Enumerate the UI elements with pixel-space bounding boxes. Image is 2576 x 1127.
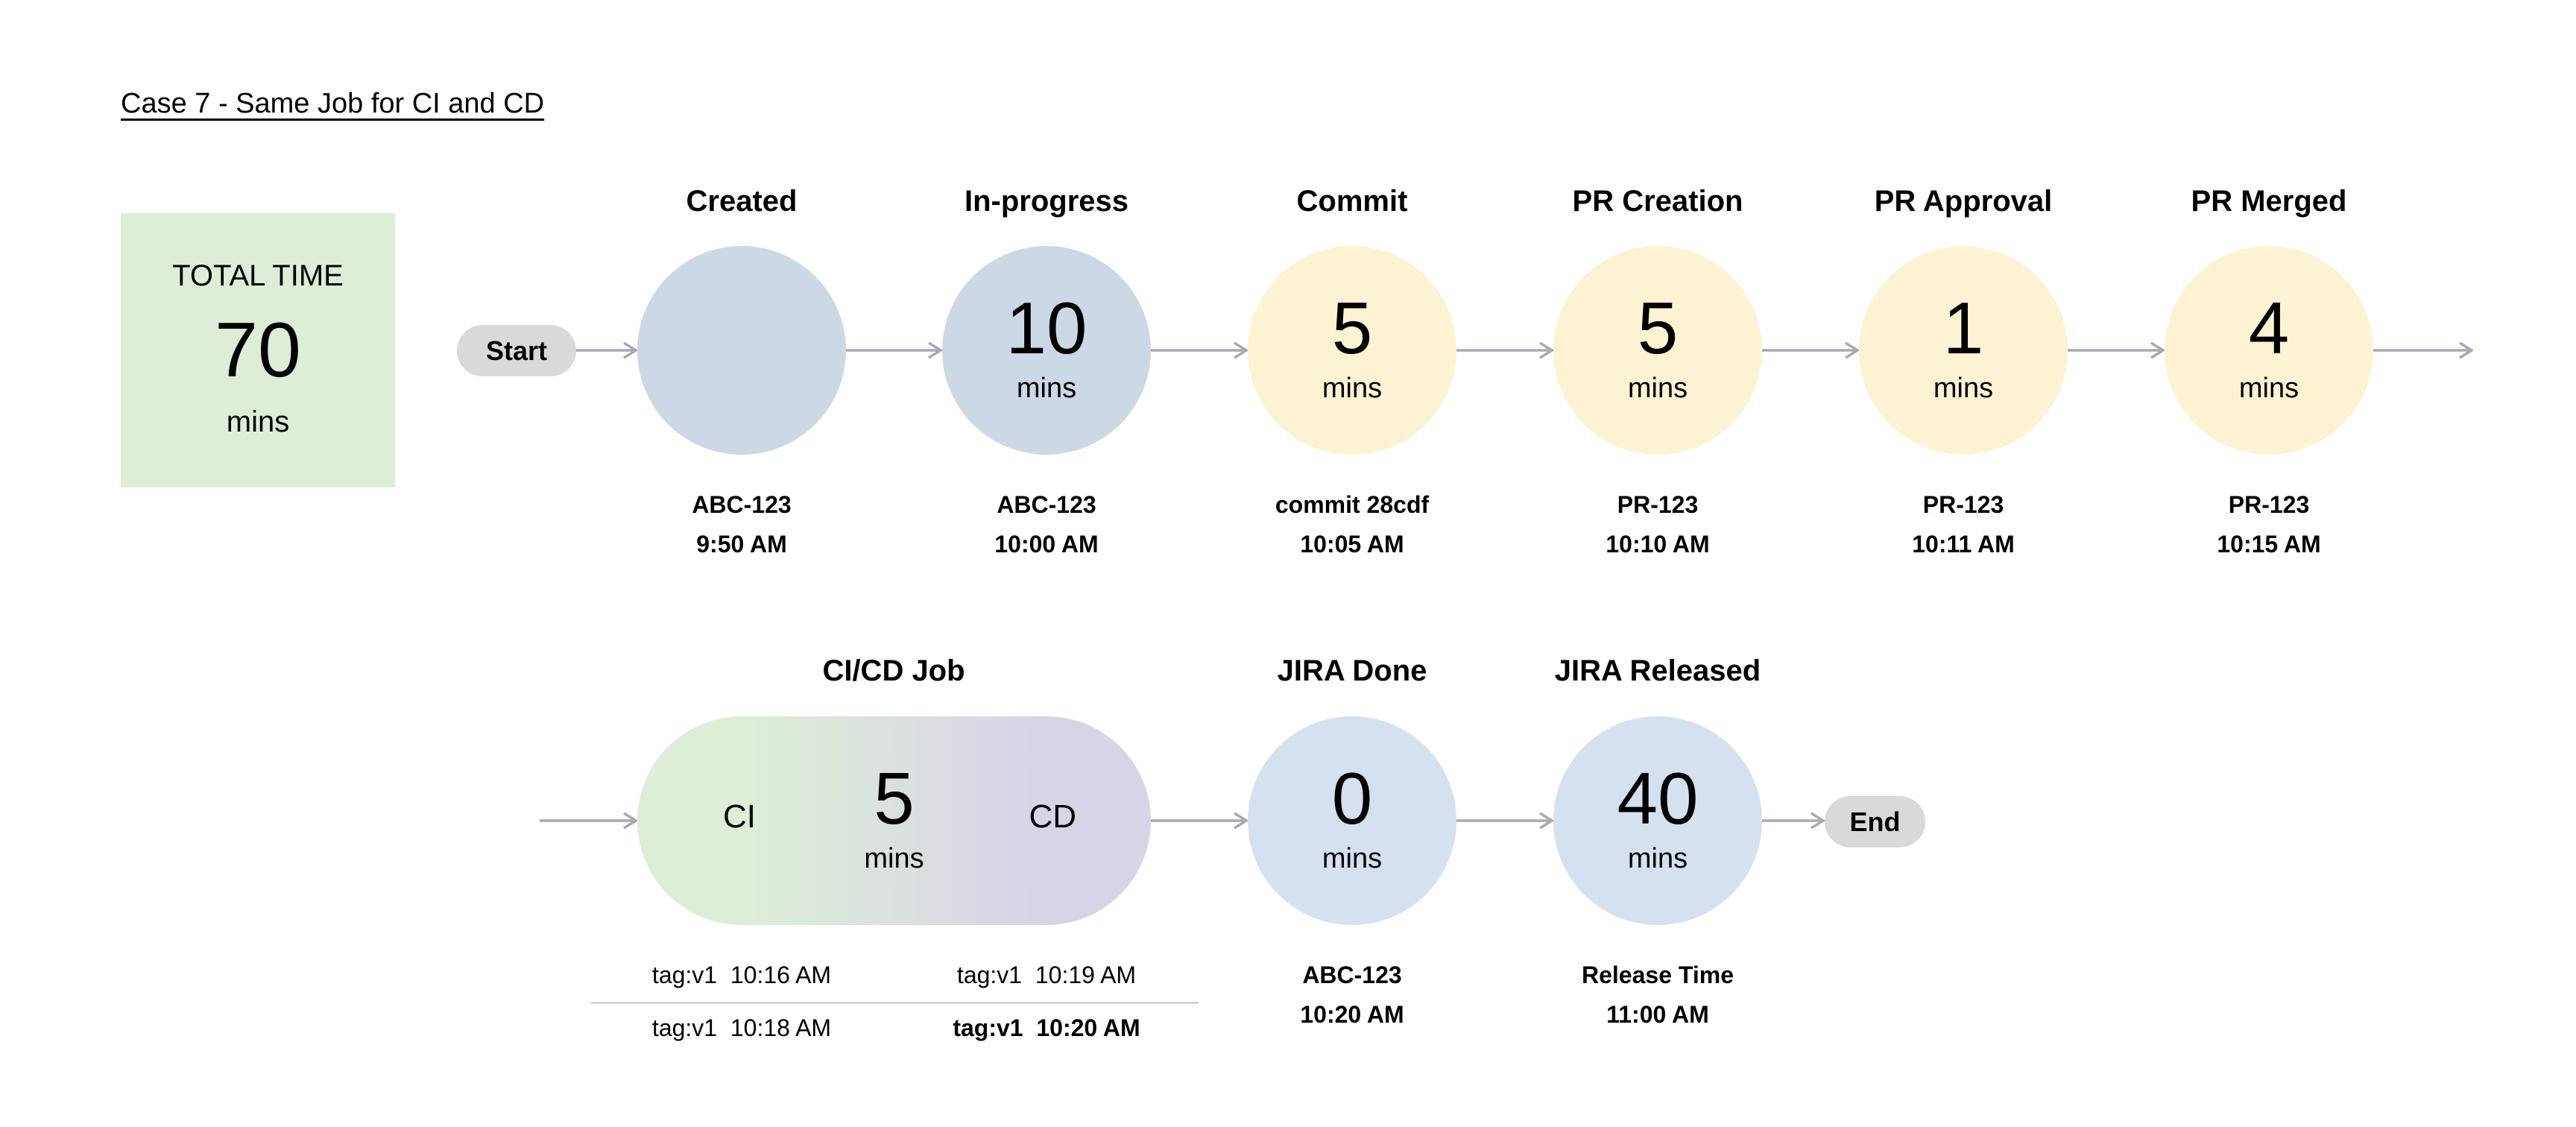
jira-released-title: JIRA Released — [1554, 654, 1761, 687]
total-time-value: 70 — [215, 307, 301, 394]
stage-pr-approval-time: 10:11 AM — [1912, 531, 2015, 558]
jira-released-node: 40 mins — [1553, 716, 1762, 925]
stage-title-created: Created — [686, 185, 798, 218]
start-node: Start — [457, 325, 576, 376]
cicd-unit: mins — [864, 843, 924, 874]
tag-divider — [591, 1002, 1199, 1004]
jira-done-node: 0 mins — [1248, 716, 1456, 925]
stage-created-ref: ABC-123 — [692, 491, 792, 518]
stage-commit-ref: commit 28cdf — [1275, 491, 1430, 518]
stage-value: 40 — [1617, 757, 1699, 839]
stage-value: 5 — [1637, 287, 1679, 369]
stage-value: 1 — [1942, 287, 1984, 369]
end-node: End — [1825, 796, 1925, 847]
page-title: Case 7 - Same Job for CI and CD — [121, 88, 545, 119]
jira-released-time: 11:00 AM — [1606, 1001, 1709, 1028]
stage-unit: mins — [1933, 373, 1994, 404]
cicd-job-title: CI/CD Job — [822, 654, 965, 687]
stage-unit: mins — [2238, 373, 2299, 404]
jira-released-ref: Release Time — [1582, 962, 1734, 988]
stage-title-pr-approval: PR Approval — [1874, 185, 2053, 218]
stage-pr-creation-ref: PR-123 — [1617, 491, 1699, 518]
stage-title-pr-creation: PR Creation — [1572, 185, 1743, 218]
stage-title-commit: Commit — [1296, 185, 1408, 218]
stage-pr-creation-time: 10:10 AM — [1606, 531, 1710, 558]
stage-pr-creation: 5 mins — [1553, 246, 1762, 455]
stage-title-in-progress: In-progress — [964, 185, 1129, 218]
stage-in-progress-time: 10:00 AM — [994, 531, 1099, 558]
stage-created-time: 9:50 AM — [696, 531, 787, 558]
stage-created — [637, 246, 846, 455]
stage-pr-merged-ref: PR-123 — [2228, 491, 2310, 518]
stage-commit-time: 10:05 AM — [1300, 531, 1404, 558]
ci-tag-2: tag:v1 10:18 AM — [651, 1014, 832, 1041]
cd-label: CD — [1029, 798, 1076, 835]
stage-pr-approval-ref: PR-123 — [1922, 491, 2004, 518]
stage-pr-approval: 1 mins — [1859, 246, 2068, 455]
ci-tag-1: tag:v1 10:16 AM — [651, 962, 832, 988]
stage-title-pr-merged: PR Merged — [2191, 185, 2347, 218]
total-time-label: TOTAL TIME — [172, 259, 344, 292]
stage-value: 4 — [2248, 287, 2290, 369]
cicd-job-node: CI 5 mins CD — [637, 716, 1151, 925]
stage-pr-merged: 4 mins — [2165, 246, 2373, 455]
stage-unit: mins — [1627, 373, 1688, 404]
jira-done-ref: ABC-123 — [1302, 962, 1402, 988]
stage-value: 0 — [1331, 757, 1373, 839]
stage-pr-merged-time: 10:15 AM — [2217, 531, 2321, 558]
stage-unit: mins — [1627, 843, 1688, 874]
jira-done-time: 10:20 AM — [1300, 1001, 1404, 1028]
total-time-unit: mins — [226, 405, 290, 438]
stage-unit: mins — [1322, 843, 1383, 874]
stage-unit: mins — [1016, 373, 1077, 404]
stage-value: 10 — [1006, 287, 1087, 369]
stage-value: 5 — [1331, 287, 1373, 369]
total-time-card: TOTAL TIME 70 mins — [121, 213, 395, 487]
stage-unit: mins — [1322, 373, 1383, 404]
stage-commit: 5 mins — [1248, 246, 1456, 455]
stage-in-progress-ref: ABC-123 — [997, 491, 1096, 518]
stage-in-progress: 10 mins — [942, 246, 1151, 455]
cicd-value: 5 — [874, 757, 915, 839]
cd-tag-1: tag:v1 10:19 AM — [956, 962, 1137, 988]
ci-label: CI — [723, 798, 756, 835]
cd-tag-2: tag:v1 10:20 AM — [953, 1014, 1140, 1041]
jira-done-title: JIRA Done — [1277, 654, 1427, 687]
